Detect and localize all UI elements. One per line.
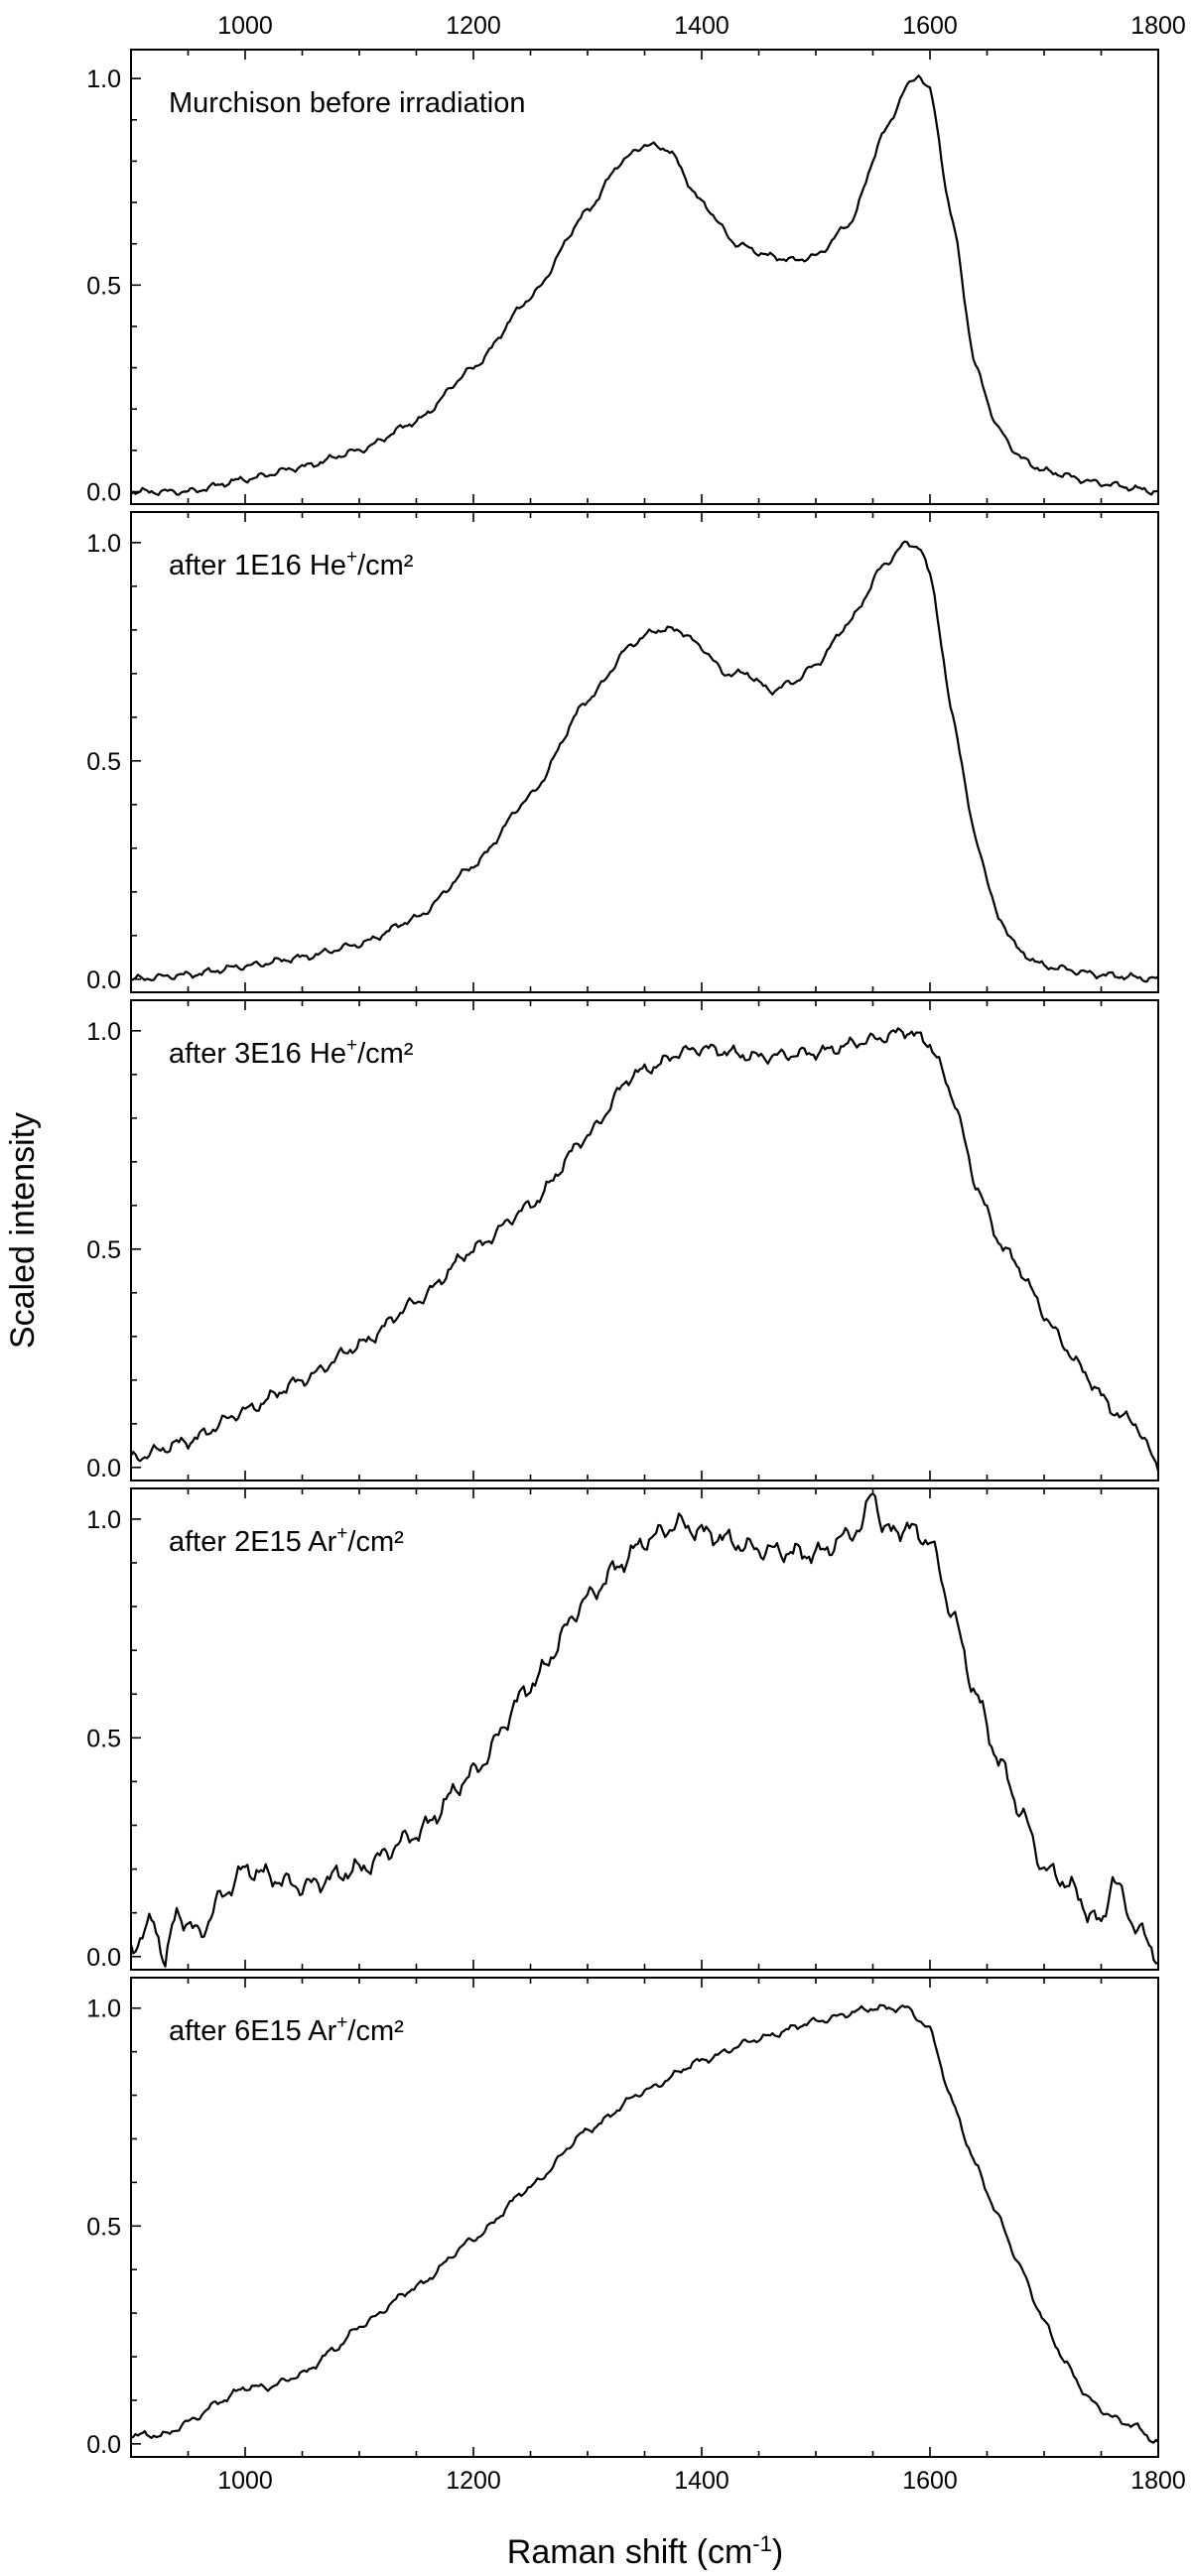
panel-2: 0.0 0.5 1.0 after 1E16 He+/cm² xyxy=(86,511,1159,994)
panel-label: after 2E15 Ar+/cm² xyxy=(169,1523,404,1558)
y-tick-label: 1.0 xyxy=(86,1996,121,2023)
x-tick-label-bottom: 1200 xyxy=(446,2467,501,2495)
y-axis-title: Scaled intensity xyxy=(4,1112,42,1349)
panel-label-text: after 3E16 He xyxy=(169,1038,346,1070)
panel-label-unit: /cm² xyxy=(357,1038,414,1070)
panel-label-superscript: + xyxy=(346,547,357,568)
y-tick-label: 0.0 xyxy=(86,479,121,507)
y-tick-label: 1.0 xyxy=(86,65,121,93)
panel-label-superscript: + xyxy=(336,2012,347,2033)
panel-frame xyxy=(130,1487,1159,1971)
axis-layer: Raman shift (cm-1) Scaled intensity xyxy=(4,1112,783,2571)
y-tick-label: 0.0 xyxy=(86,2431,121,2459)
panel-label: after 6E15 Ar+/cm² xyxy=(169,2012,404,2047)
spectrum-line xyxy=(130,2003,1159,2444)
x-tick-label-bottom: 1600 xyxy=(902,2467,958,2495)
y-tick-label: 1.0 xyxy=(86,530,121,558)
x-tick-label-bottom: 1800 xyxy=(1130,2467,1186,2495)
y-tick-label: 0.0 xyxy=(86,1944,121,1972)
panel-label-unit: /cm² xyxy=(347,1526,404,1558)
y-tick-label: 1.0 xyxy=(86,1018,121,1046)
x-tick-label-bottom: 1400 xyxy=(674,2467,729,2495)
panel-label-text: after 2E15 Ar xyxy=(169,1526,337,1558)
spectrum-line xyxy=(130,74,1159,496)
x-tick-label-top: 1400 xyxy=(674,12,729,40)
x-axis-title-superscript: -1 xyxy=(752,2531,772,2556)
panel-label: Murchison before irradiation xyxy=(169,87,525,119)
panel-3: 0.0 0.5 1.0 after 3E16 He+/cm² xyxy=(86,999,1160,1482)
panel-frame xyxy=(130,999,1159,1481)
panel-1: 0.0 0.5 1.0 Murchison before irradiation xyxy=(86,49,1159,507)
x-tick-label-bottom: 1000 xyxy=(217,2467,273,2495)
panel-label: after 3E16 He+/cm² xyxy=(169,1035,414,1070)
x-tick-label-top: 1800 xyxy=(1130,12,1186,40)
x-axis-title: Raman shift (cm-1) xyxy=(507,2531,783,2571)
panel-label-text: Murchison before irradiation xyxy=(169,87,525,119)
spectrum-line xyxy=(130,1027,1160,1472)
y-tick-label: 0.0 xyxy=(86,1455,121,1482)
y-tick-label: 0.5 xyxy=(86,272,121,300)
y-tick-label: 0.5 xyxy=(86,748,121,776)
panel-frame xyxy=(130,511,1159,993)
x-tick-label-top: 1000 xyxy=(217,12,273,40)
x-tick-label-top: 1600 xyxy=(902,12,958,40)
spectrum-line xyxy=(129,1492,1159,1968)
panel-frame xyxy=(130,1977,1159,2458)
spectrum-line xyxy=(130,540,1159,983)
panel-label-superscript: + xyxy=(336,1523,347,1544)
y-tick-label: 0.5 xyxy=(86,1236,121,1264)
y-tick-label: 0.5 xyxy=(86,2213,121,2241)
panel-5: 0.0 0.5 1.0 after 6E15 Ar+/cm² xyxy=(86,1977,1159,2459)
panel-label-unit: /cm² xyxy=(357,550,414,581)
panel-label-text: after 6E15 Ar xyxy=(169,2015,337,2047)
y-tick-label: 0.5 xyxy=(86,1725,121,1752)
panel-label-unit: /cm² xyxy=(347,2015,404,2047)
x-tick-label-top: 1200 xyxy=(446,12,501,40)
y-tick-label: 0.0 xyxy=(86,966,121,994)
panel-4: 0.0 0.5 1.0 after 2E15 Ar+/cm² xyxy=(86,1487,1159,1972)
panel-label-superscript: + xyxy=(346,1035,357,1056)
panel-label: after 1E16 He+/cm² xyxy=(169,547,414,581)
y-tick-label: 1.0 xyxy=(86,1506,121,1534)
panel-label-text: after 1E16 He xyxy=(169,550,346,581)
